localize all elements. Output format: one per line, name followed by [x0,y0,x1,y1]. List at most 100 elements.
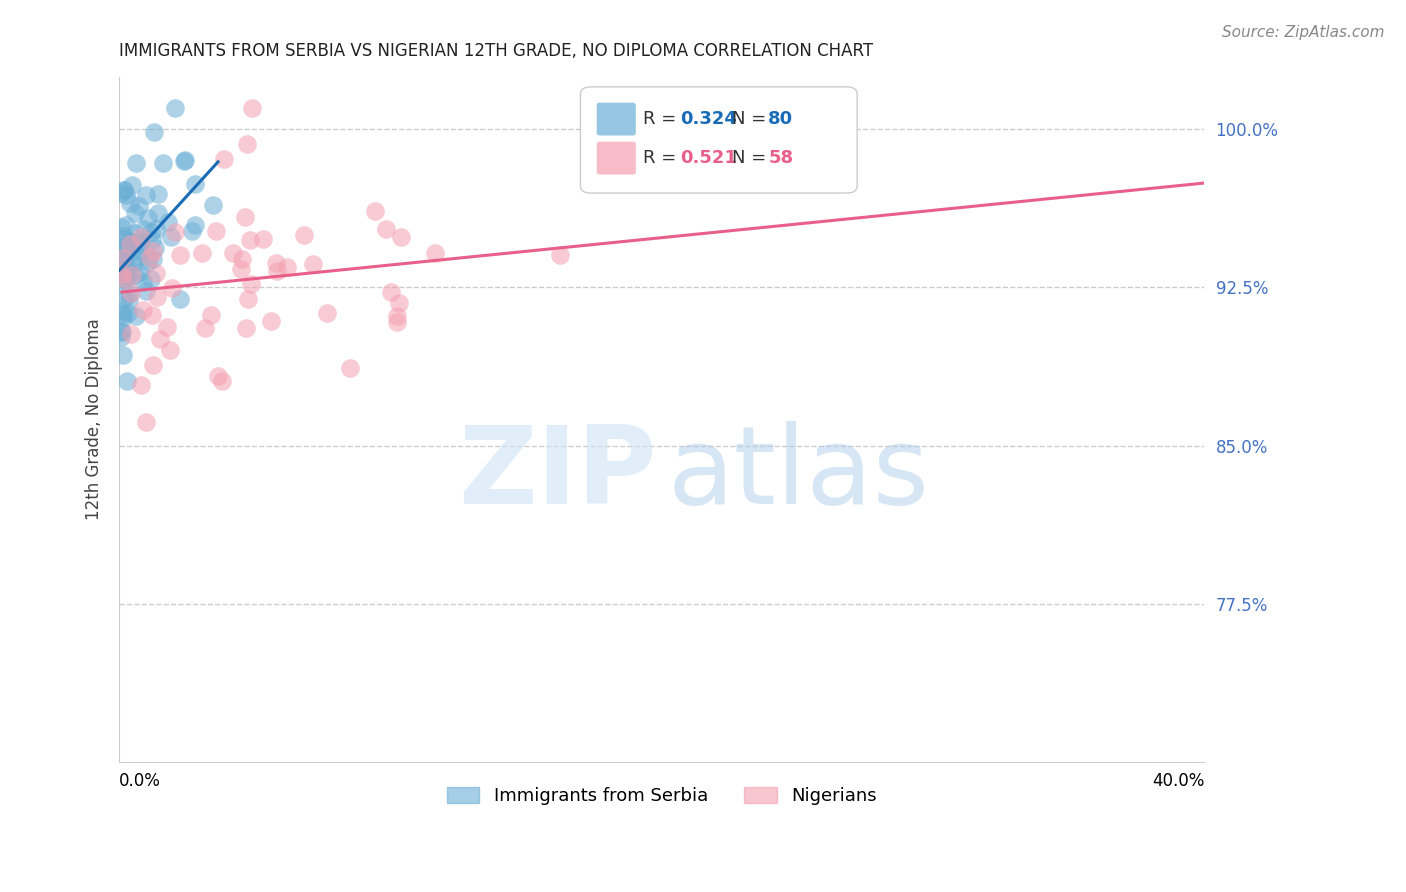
Text: ZIP: ZIP [458,421,657,527]
Point [163,101,186,115]
Point [110,324,132,338]
Point [118,236,141,251]
Point [260,314,283,328]
Point [374,222,396,236]
Point [214,152,236,166]
Point [111,307,134,321]
Point [118,234,141,248]
Point [184,177,207,191]
Point [301,257,323,271]
Point [266,263,288,277]
Point [231,252,253,266]
Text: 0.324: 0.324 [681,110,737,128]
Point [110,186,132,200]
Point [143,125,166,139]
Point [115,262,138,277]
Point [136,255,159,269]
Text: 40.0%: 40.0% [1152,772,1205,790]
Text: 0.521: 0.521 [681,149,737,167]
Point [146,186,169,201]
Text: N =: N = [733,149,772,167]
Point [112,232,135,246]
Point [169,292,191,306]
Point [125,156,148,170]
Point [135,415,157,429]
Point [240,101,263,115]
Point [141,233,163,247]
Point [132,303,155,318]
Point [146,206,169,220]
Point [128,250,150,264]
Point [118,286,141,301]
Point [236,136,259,151]
Point [121,244,143,258]
Point [128,235,150,250]
Point [276,260,298,275]
Point [135,187,157,202]
Point [111,229,134,244]
Point [200,308,222,322]
Point [239,233,262,247]
Point [112,293,135,307]
Point [205,224,228,238]
Text: Source: ZipAtlas.com: Source: ZipAtlas.com [1222,25,1385,40]
Text: R =: R = [644,149,682,167]
Point [141,308,163,322]
Point [110,253,132,268]
Point [184,219,207,233]
Point [111,256,134,270]
Point [112,257,135,271]
Point [125,309,148,323]
Point [160,230,183,244]
Point [191,246,214,260]
Point [145,222,167,236]
Text: IMMIGRANTS FROM SERBIA VS NIGERIAN 12TH GRADE, NO DIPLOMA CORRELATION CHART: IMMIGRANTS FROM SERBIA VS NIGERIAN 12TH … [120,42,873,60]
Point [152,155,174,169]
Point [159,343,181,357]
Point [160,281,183,295]
Point [124,206,146,220]
Point [118,196,141,211]
Point [252,232,274,246]
Point [165,225,187,239]
Legend: Immigrants from Serbia, Nigerians: Immigrants from Serbia, Nigerians [437,778,886,814]
Point [235,320,257,334]
Point [121,268,143,283]
Point [110,260,132,274]
Point [233,211,256,225]
Point [142,244,165,258]
Point [139,250,162,264]
Point [157,215,180,229]
Point [364,203,387,218]
Point [128,199,150,213]
Point [118,293,141,307]
Point [115,187,138,202]
Point [115,218,138,232]
Text: 80: 80 [768,110,793,128]
Point [380,285,402,300]
Point [128,238,150,252]
Point [115,266,138,280]
Point [142,358,165,372]
Text: 0.0%: 0.0% [120,772,162,790]
Point [132,275,155,289]
Point [120,326,142,341]
Point [121,235,143,250]
Point [173,154,195,169]
Point [202,198,225,212]
Point [181,224,204,238]
Point [207,369,229,384]
Point [110,330,132,344]
Point [112,247,135,261]
Text: N =: N = [733,110,772,128]
Point [118,235,141,249]
Point [388,296,411,310]
Point [385,315,408,329]
Point [148,332,170,346]
Point [134,222,156,236]
Point [135,284,157,298]
Point [110,220,132,235]
Point [110,241,132,255]
FancyBboxPatch shape [596,142,636,175]
Point [111,270,134,285]
